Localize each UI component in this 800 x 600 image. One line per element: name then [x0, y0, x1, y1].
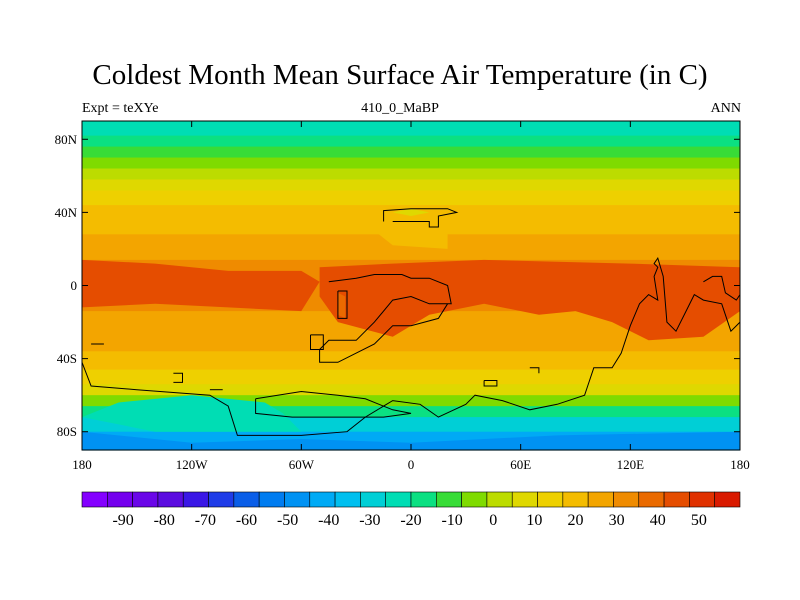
colorbar-swatch: [486, 491, 513, 508]
colorbar: -90 -80 -70 -60 -50 -40 -30 -20 -10 0 10 20 30 40 50: [81, 491, 741, 529]
colorbar-swatch: [107, 491, 133, 508]
x-tick-label: 120E: [617, 457, 645, 472]
colorbar-label: -90: [112, 512, 133, 529]
temperature-band: [82, 135, 740, 148]
colorbar-label: 0: [489, 512, 497, 529]
colorbar-swatch: [562, 491, 589, 508]
colorbar-swatch: [157, 491, 184, 508]
colorbar-swatch: [638, 491, 665, 508]
temperature-region: [392, 208, 430, 216]
colorbar-label: -10: [441, 512, 462, 529]
y-tick-label: 40S: [57, 351, 77, 366]
temperature-band: [82, 384, 740, 396]
temperature-region: [82, 259, 320, 312]
temperature-band: [82, 406, 740, 418]
colorbar-label: 40: [650, 512, 666, 529]
colorbar-swatch: [511, 491, 538, 508]
temperature-band: [82, 121, 740, 137]
x-tick-label: 60E: [510, 457, 531, 472]
temperature-band: [82, 146, 740, 159]
coastline: [81, 256, 741, 436]
colorbar-swatch: [436, 491, 462, 508]
y-tick-label: 40N: [55, 205, 78, 220]
temperature-band: [82, 369, 740, 385]
coastline: [173, 372, 183, 383]
colorbar-label: -50: [277, 512, 298, 529]
coastlines: [81, 208, 741, 436]
coastline: [310, 334, 324, 350]
temperature-band: [82, 179, 740, 192]
colorbar-swatch: [537, 491, 564, 508]
colorbar-swatch: [689, 491, 715, 508]
temperature-region: [82, 395, 302, 432]
axis-ticks: 180 120W 60W 0 60E 120E 180 80N 40N 0 40S 80S: [55, 121, 750, 472]
colorbar-swatch: [81, 491, 108, 508]
colorbar-label: 20: [568, 512, 584, 529]
temperature-band: [82, 351, 740, 371]
time-period-label: 410_0_MaBP: [361, 101, 439, 116]
temperature-region: [82, 431, 740, 450]
y-tick-label: 80S: [57, 424, 77, 439]
temperature-band: [82, 333, 740, 352]
experiment-label: Expt = teXYe: [82, 101, 159, 116]
x-tick-label: 180: [72, 457, 92, 472]
x-tick-label: 180: [730, 457, 750, 472]
temperature-band: [82, 395, 740, 407]
temperature-region: [319, 259, 740, 341]
map-title: Coldest Month Mean Surface Air Temperatu…: [92, 59, 708, 91]
colorbar-label: 10: [526, 512, 542, 529]
colorbar-swatch: [208, 491, 235, 508]
colorbar-swatch: [182, 491, 209, 508]
colorbar-label: -80: [154, 512, 175, 529]
colorbar-swatch: [714, 491, 741, 508]
colorbar-label: -20: [400, 512, 421, 529]
colorbar-swatch: [613, 491, 640, 508]
y-tick-label: 80N: [55, 132, 78, 147]
colorbar-swatch: [132, 491, 159, 508]
colorbar-swatch: [334, 491, 361, 508]
temperature-region: [337, 292, 346, 319]
coastline: [255, 390, 412, 418]
temperature-band: [82, 168, 740, 181]
temperature-band: [82, 190, 740, 206]
coastline: [319, 274, 452, 363]
colorbar-swatch: [309, 491, 336, 508]
colorbar-swatch: [385, 491, 412, 508]
coastline: [483, 380, 498, 387]
coastline: [337, 290, 348, 319]
coastline: [529, 367, 540, 374]
colorbar-swatch: [587, 491, 614, 508]
colorbar-swatch: [233, 491, 260, 508]
coastline: [383, 208, 459, 228]
colorbar-label: 30: [609, 512, 625, 529]
colorbar-swatch: [410, 491, 437, 508]
colorbar-swatch: [258, 491, 285, 508]
temperature-fill: [82, 121, 740, 451]
colorbar-swatch: [663, 491, 690, 508]
colorbar-swatch: [360, 491, 386, 508]
colorbar-label: -30: [359, 512, 380, 529]
colorbar-label: 50: [691, 512, 707, 529]
colorbar-swatch: [284, 491, 311, 508]
temperature-band: [82, 157, 740, 170]
colorbar-label: -70: [195, 512, 216, 529]
x-tick-label: 120W: [176, 457, 209, 472]
colorbar-label: -40: [318, 512, 339, 529]
colorbar-label: -60: [236, 512, 257, 529]
x-tick-label: 0: [408, 457, 415, 472]
y-tick-label: 0: [71, 278, 78, 293]
x-tick-label: 60W: [289, 457, 315, 472]
season-label: ANN: [710, 101, 741, 116]
colorbar-swatch: [461, 491, 488, 508]
temperature-region: [374, 227, 448, 249]
coastline: [703, 275, 741, 301]
